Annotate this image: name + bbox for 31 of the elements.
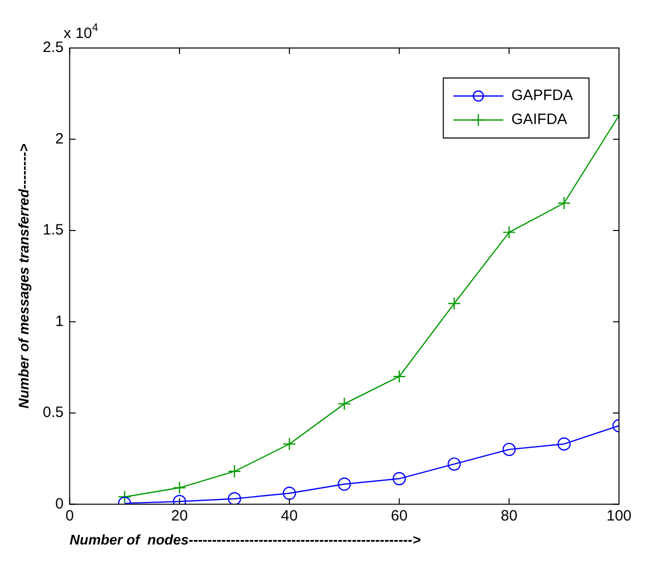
point bbox=[392, 472, 406, 486]
y-tick-label: 0.5 bbox=[42, 404, 64, 422]
x-tick-label: 40 bbox=[281, 507, 298, 524]
legend-label: GAPFDA bbox=[511, 87, 574, 104]
y-tick-label: 0 bbox=[55, 495, 64, 512]
point bbox=[228, 464, 242, 478]
point bbox=[448, 296, 461, 310]
y-tick-label: 1.5 bbox=[42, 222, 64, 239]
y-tick-label: 2 bbox=[55, 130, 64, 148]
x-axis-title: Number of nodes------------------------------------------------> bbox=[70, 531, 421, 548]
y-axis-title: Number of messages transferred--------> bbox=[15, 144, 32, 409]
point bbox=[557, 437, 571, 451]
point bbox=[392, 370, 406, 384]
point bbox=[448, 457, 461, 471]
x-tick-label: 80 bbox=[500, 507, 518, 524]
point bbox=[172, 481, 186, 494]
point bbox=[502, 226, 516, 239]
legend-label: GAIFDA bbox=[511, 111, 568, 128]
point bbox=[228, 492, 242, 504]
x-tick-label: 20 bbox=[171, 507, 188, 524]
x-tick-label: 60 bbox=[390, 507, 408, 524]
y-tick-label: 1 bbox=[55, 312, 64, 330]
x-tick-label: 100 bbox=[606, 507, 632, 524]
point bbox=[118, 490, 132, 504]
point bbox=[338, 397, 351, 410]
y-tick-label: 2.5 bbox=[42, 39, 64, 56]
point bbox=[502, 442, 516, 456]
point bbox=[282, 437, 296, 451]
point bbox=[338, 478, 351, 491]
point bbox=[282, 486, 296, 500]
point bbox=[557, 196, 571, 210]
